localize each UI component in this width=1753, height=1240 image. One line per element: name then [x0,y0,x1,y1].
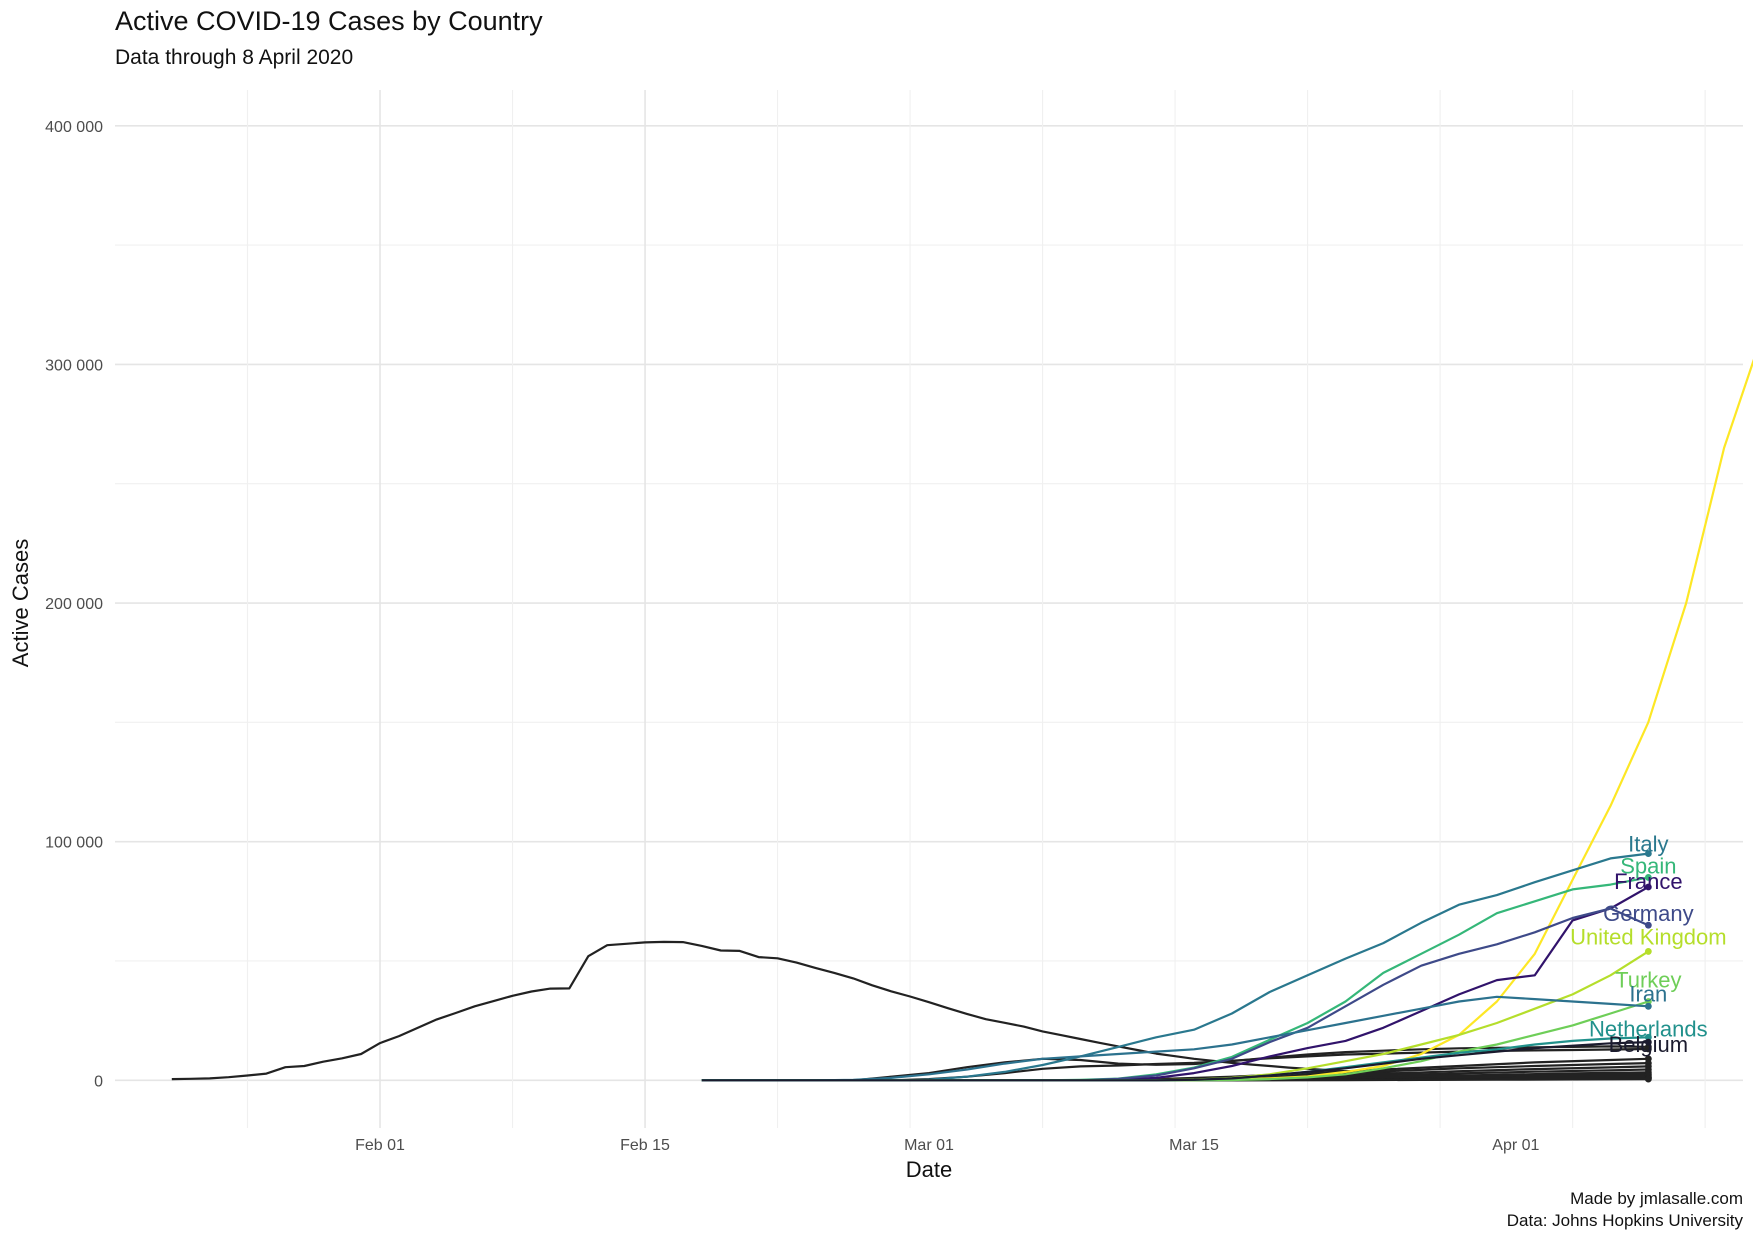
series-end-point [1644,948,1652,955]
x-axis: Feb 01 Feb 15 Mar 01 Mar 15 Apr 01 [355,1137,1539,1154]
chart-subtitle: Data through 8 April 2020 [115,46,354,69]
series-end-label: United Kingdom [1570,924,1727,949]
caption-source: Data: Johns Hopkins University [1506,1211,1743,1230]
series-end-label: Italy [1628,832,1668,857]
caption-credit: Made by jmlasalle.com [1570,1189,1743,1208]
y-tick-label: 200 000 [45,596,103,613]
series-line [701,1041,1649,1082]
series-end-label: Netherlands [1589,1016,1708,1041]
series-end-point [1644,1045,1652,1053]
x-tick-label: Apr 01 [1492,1137,1539,1154]
series-end-point [1644,883,1652,891]
series-line [701,886,1649,1082]
series-end-label: Belgium [1609,1032,1688,1057]
y-axis-title: Active Cases [8,539,33,667]
series-line [701,995,1649,1082]
series-line [701,852,1649,1082]
series-end-label: Turkey [1615,968,1681,993]
y-tick-label: 100 000 [45,835,103,852]
x-tick-label: Mar 01 [904,1137,954,1154]
series-end-labels: USItalySpainFranceGermanyUnited KingdomT… [1570,832,1727,1058]
series-lines [171,358,1753,1082]
x-tick-label: Mar 15 [1169,1137,1219,1154]
series-end-label: Spain [1620,853,1676,878]
y-axis: 0 100 000 200 000 300 000 400 000 [45,119,103,1090]
series-end-label: Germany [1603,901,1693,926]
y-tick-label: 400 000 [45,119,103,136]
series-end-point [1644,998,1652,1005]
series-end-point [1644,921,1652,929]
grid-lines [115,90,1743,1128]
series-end-label: Iran [1629,981,1667,1006]
series-line [701,907,1649,1082]
x-tick-label: Feb 01 [355,1137,405,1154]
series-end-point [1644,850,1652,857]
chart-caption: Made by jmlasalle.com Data: Johns Hopkin… [1507,1188,1743,1232]
x-axis-title: Date [906,1157,952,1182]
y-tick-label: 0 [94,1073,103,1090]
series-end-points [1644,850,1652,1083]
series-end-point [1644,1075,1652,1083]
series-end-label: France [1614,869,1682,894]
series-end-point [1644,1033,1652,1041]
y-tick-label: 300 000 [45,357,103,374]
x-tick-label: Feb 15 [620,1137,670,1154]
series-end-point [1644,1002,1652,1010]
series-end-point [1644,1038,1652,1046]
chart-title: Active COVID-19 Cases by Country [115,6,543,36]
series-line [701,1000,1649,1082]
series-end-point [1644,874,1652,881]
